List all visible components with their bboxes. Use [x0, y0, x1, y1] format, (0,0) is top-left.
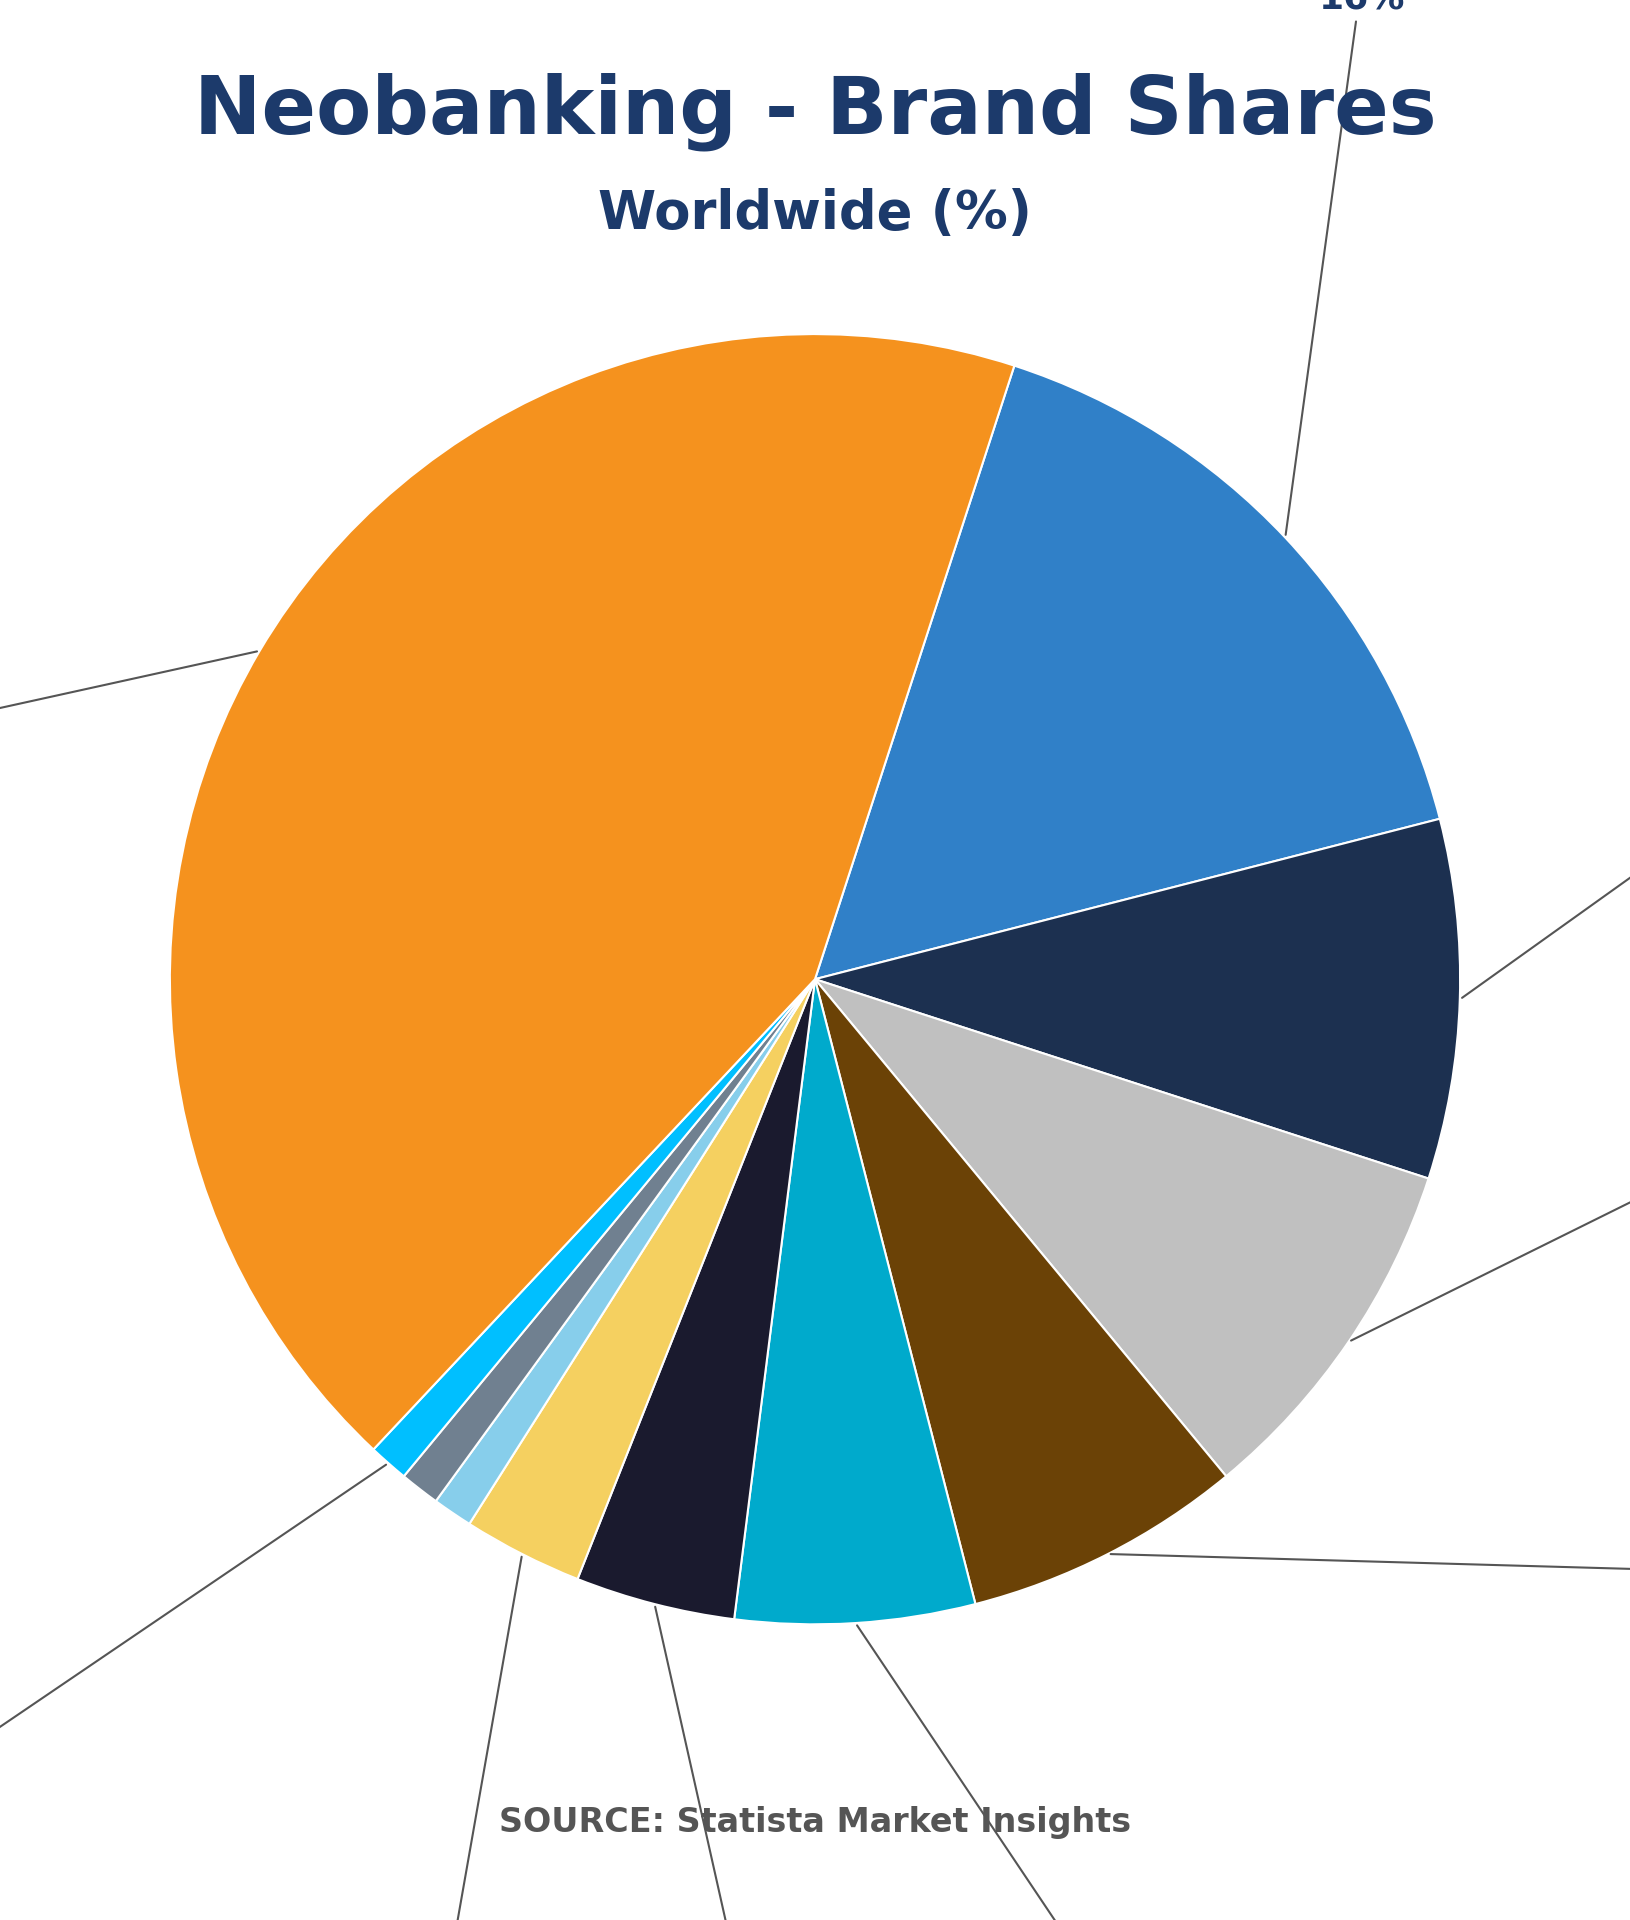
Text: Monzo
4%: Monzo 4%: [655, 1607, 830, 1920]
Wedge shape: [373, 979, 815, 1476]
Wedge shape: [577, 979, 815, 1619]
Text: Other
38%: Other 38%: [0, 651, 258, 822]
Text: Cash App
16%: Cash App 16%: [1267, 0, 1457, 536]
Text: SOURCE: Statista Market Insights: SOURCE: Statista Market Insights: [499, 1807, 1131, 1839]
Text: Revolut
9%: Revolut 9%: [1462, 607, 1630, 998]
Wedge shape: [734, 979, 975, 1624]
Wedge shape: [469, 979, 815, 1578]
Wedge shape: [404, 979, 815, 1501]
Wedge shape: [815, 365, 1439, 979]
Text: Nubank
3%: Nubank 3%: [0, 1465, 386, 1855]
Wedge shape: [815, 979, 1226, 1603]
Text: Stocard
7%: Stocard 7%: [1110, 1536, 1630, 1609]
Wedge shape: [815, 979, 1428, 1476]
Text: Worldwide (%): Worldwide (%): [598, 188, 1032, 240]
Text: Neobanking - Brand Shares: Neobanking - Brand Shares: [194, 73, 1436, 152]
Text: Tinkoff
9%: Tinkoff 9%: [1351, 1006, 1630, 1340]
Text: Venmo
6%: Venmo 6%: [857, 1626, 1206, 1920]
Text: KakaoBank
3%: KakaoBank 3%: [315, 1557, 541, 1920]
Wedge shape: [170, 334, 1014, 1450]
Wedge shape: [815, 818, 1460, 1179]
Wedge shape: [435, 979, 815, 1524]
